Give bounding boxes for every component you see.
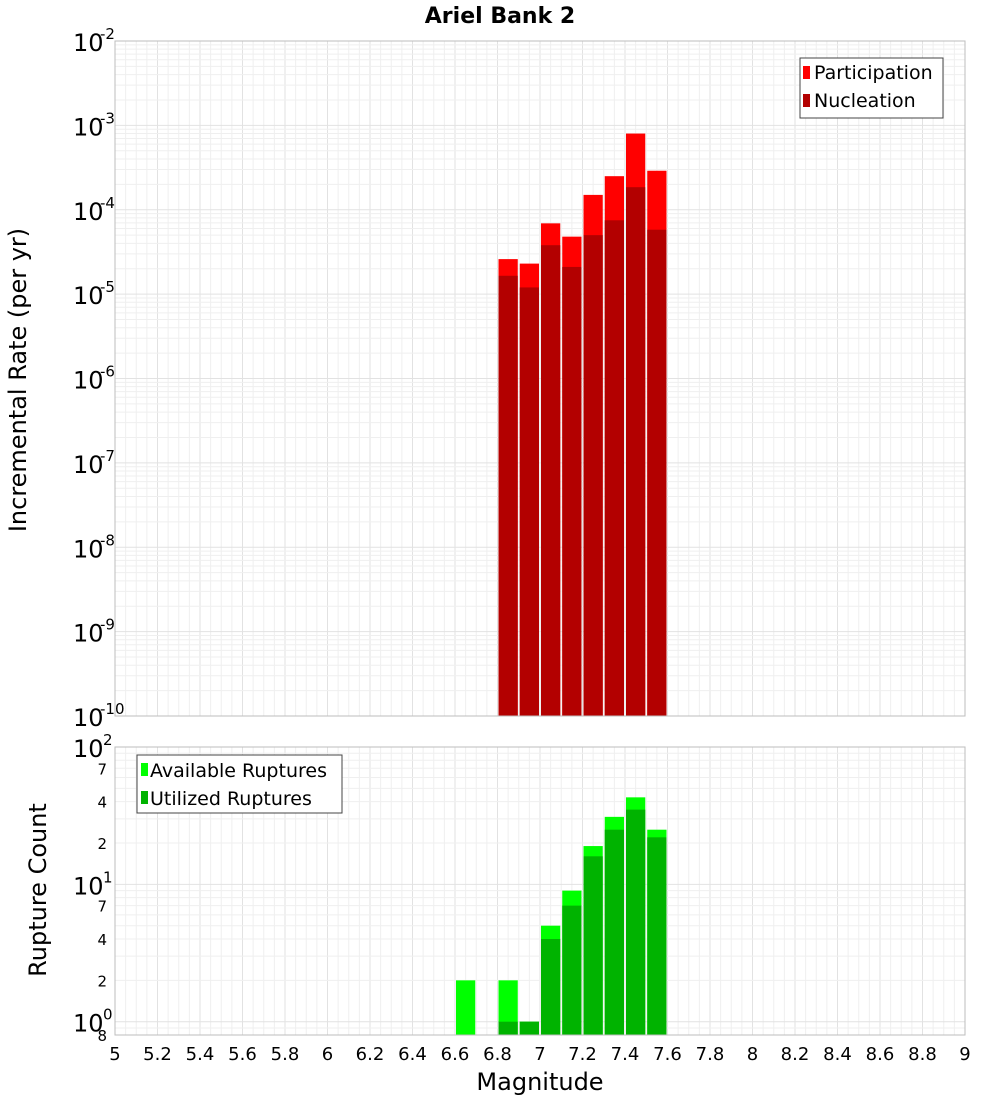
top-y-tick-exponent: -2: [100, 25, 115, 43]
bottom-bar-utilized-ruptures: [583, 856, 603, 1035]
legend-label-nucleation: Nucleation: [814, 90, 916, 112]
top-y-tick-label: 10: [73, 198, 104, 226]
x-tick-label: 8.8: [908, 1044, 937, 1065]
top-bar-nucleation: [519, 287, 539, 716]
top-y-tick-label: 10: [73, 704, 104, 732]
bottom-y-tick-label: 10: [73, 1010, 104, 1038]
x-tick-label: 8.4: [823, 1044, 852, 1065]
legend-label-available-ruptures: Available Ruptures: [150, 760, 327, 782]
bottom-bar-utilized-ruptures: [626, 809, 646, 1035]
x-tick-label: 7.4: [611, 1044, 640, 1065]
top-y-tick-label: 10: [73, 367, 104, 395]
top-y-tick-exponent: -7: [100, 447, 115, 465]
x-tick-label: 6.4: [398, 1044, 427, 1065]
top-y-tick-exponent: -3: [100, 109, 115, 127]
legend-label-utilized-ruptures: Utilized Ruptures: [150, 788, 312, 810]
top-bar-nucleation: [541, 245, 561, 717]
x-tick-label: 5.6: [228, 1044, 257, 1065]
top-y-tick-exponent: -8: [100, 531, 115, 549]
bottom-y-minor-tick-label: 4: [97, 794, 107, 812]
bottom-y-tick-exponent: 1: [103, 868, 113, 886]
bottom-bar-utilized-ruptures: [562, 905, 582, 1035]
x-tick-label: 5.8: [271, 1044, 300, 1065]
top-y-tick-exponent: -10: [100, 700, 125, 718]
bottom-y-minor-tick-label: 2: [97, 972, 107, 990]
top-grid: [114, 41, 966, 717]
x-tick-label: 6: [322, 1044, 333, 1065]
x-tick-label: 9: [959, 1044, 970, 1065]
x-tick-label: 6.6: [441, 1044, 470, 1065]
x-tick-label: 5.4: [186, 1044, 215, 1065]
top-y-tick-label: 10: [73, 113, 104, 141]
x-axis-ticks: 5 5.2 5.4 5.6 5.8 6 6.2 6.4 6.6 6.8 7 7.2 7.4 7.6 7.8 8…: [109, 1044, 970, 1065]
bottom-y-minor-tick-label: 7: [97, 898, 107, 916]
x-tick-label: 7: [534, 1044, 545, 1065]
bottom-y-axis-label: Rupture Count: [24, 803, 52, 977]
x-tick-label: 5: [109, 1044, 120, 1065]
bottom-y-minor-tick-label: 4: [97, 931, 107, 949]
top-y-tick-exponent: -6: [100, 363, 115, 381]
top-plot: 10-210-310-410-510-610-710-810-910-10 In…: [4, 25, 966, 732]
top-y-tick-exponent: -9: [100, 616, 115, 634]
bottom-legend: Available Ruptures Utilized Ruptures: [136, 754, 343, 814]
legend-swatch-available-ruptures: [141, 763, 148, 776]
x-tick-label: 7.6: [653, 1044, 682, 1065]
bottom-plot-frame: [114, 746, 966, 1036]
top-y-tick-label: 10: [73, 620, 104, 648]
bottom-y-tick-exponent: 2: [103, 731, 113, 749]
top-bar-nucleation: [562, 266, 582, 716]
top-plot-frame: [114, 40, 966, 717]
legend-swatch-participation: [803, 66, 810, 79]
bottom-y-tick-exponent: 0: [103, 1006, 113, 1024]
x-tick-label: 7.2: [568, 1044, 597, 1065]
bottom-bar-utilized-ruptures: [647, 837, 667, 1035]
bottom-bar-utilized-ruptures: [519, 1021, 539, 1035]
bottom-bar-available-ruptures: [456, 980, 476, 1035]
top-bar-nucleation: [498, 275, 518, 716]
bottom-bars: [456, 797, 667, 1035]
legend-swatch-nucleation: [803, 94, 810, 107]
top-y-axis-ticks: 10-210-310-410-510-610-710-810-910-10: [73, 25, 125, 732]
top-legend: Participation Nucleation: [799, 57, 944, 119]
top-bar-nucleation: [626, 187, 646, 716]
legend-swatch-utilized-ruptures: [141, 791, 148, 804]
top-bar-nucleation: [604, 220, 624, 717]
bottom-y-tick-label: 10: [73, 872, 104, 900]
top-y-tick-label: 10: [73, 282, 104, 310]
top-y-axis-label: Incremental Rate (per yr): [4, 228, 32, 532]
x-tick-label: 8: [747, 1044, 758, 1065]
top-legend-box: [799, 57, 944, 119]
bottom-bar-utilized-ruptures: [498, 1021, 518, 1035]
bottom-legend-box: [136, 754, 343, 814]
top-y-tick-label: 10: [73, 451, 104, 479]
legend-label-participation: Participation: [814, 62, 933, 84]
top-bars: [498, 133, 667, 717]
x-tick-label: 5.2: [143, 1044, 172, 1065]
bottom-y-minor-tick-label: 8: [97, 1027, 107, 1045]
chart-title: Ariel Bank 2: [425, 4, 575, 29]
bottom-y-minor-tick-label: 2: [97, 835, 107, 853]
x-tick-label: 6.8: [483, 1044, 512, 1065]
top-y-tick-label: 10: [73, 29, 104, 57]
x-tick-label: 8.2: [781, 1044, 810, 1065]
x-tick-label: 6.2: [356, 1044, 385, 1065]
top-y-tick-exponent: -4: [100, 194, 115, 212]
top-bar-nucleation: [647, 229, 667, 717]
bottom-bar-utilized-ruptures: [604, 829, 624, 1035]
x-axis-label: Magnitude: [476, 1068, 603, 1096]
x-tick-label: 8.6: [866, 1044, 895, 1065]
top-bar-nucleation: [583, 235, 603, 716]
x-tick-label: 7.8: [696, 1044, 725, 1065]
top-y-tick-label: 10: [73, 535, 104, 563]
bottom-bar-utilized-ruptures: [541, 939, 561, 1035]
top-y-tick-exponent: -5: [100, 278, 115, 296]
bottom-y-tick-label: 10: [73, 735, 104, 763]
bottom-bar-available-ruptures: [498, 980, 518, 1035]
bottom-y-minor-tick-label: 7: [97, 760, 107, 778]
